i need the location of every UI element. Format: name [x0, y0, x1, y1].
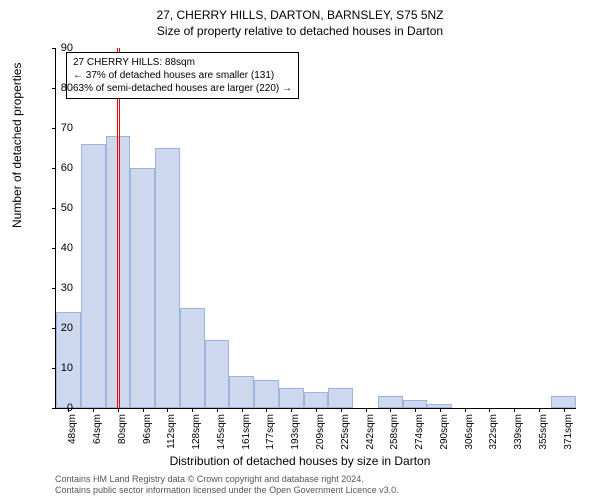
ytick-label: 20 [61, 322, 73, 334]
chart-title-sub: Size of property relative to detached ho… [0, 22, 600, 38]
xtick-mark [118, 408, 119, 412]
histogram-bar [403, 400, 428, 408]
histogram-bar [81, 144, 106, 408]
xtick-label: 145sqm [216, 414, 227, 454]
xtick-mark [564, 408, 565, 412]
xtick-mark [390, 408, 391, 412]
histogram-bar [180, 308, 205, 408]
annotation-line2: ← 37% of detached houses are smaller (13… [73, 69, 292, 82]
xtick-mark [465, 408, 466, 412]
ytick-label: 80 [61, 82, 73, 94]
ytick-label: 30 [61, 282, 73, 294]
ytick-label: 50 [61, 202, 73, 214]
xtick-mark [366, 408, 367, 412]
xtick-mark [341, 408, 342, 412]
xtick-label: 209sqm [315, 414, 326, 454]
property-marker-line [119, 48, 120, 408]
xtick-mark [316, 408, 317, 412]
ytick-label: 70 [61, 122, 73, 134]
annotation-line1: 27 CHERRY HILLS: 88sqm [73, 56, 292, 69]
xtick-label: 371sqm [563, 414, 574, 454]
xtick-mark [514, 408, 515, 412]
bars-group [56, 48, 576, 408]
xtick-label: 177sqm [265, 414, 276, 454]
xtick-label: 355sqm [538, 414, 549, 454]
chart-container: 27, CHERRY HILLS, DARTON, BARNSLEY, S75 … [0, 0, 600, 500]
ytick-mark [52, 408, 56, 409]
x-axis-label: Distribution of detached houses by size … [0, 454, 600, 468]
xtick-label: 322sqm [488, 414, 499, 454]
xtick-label: 112sqm [166, 414, 177, 454]
xtick-label: 258sqm [389, 414, 400, 454]
histogram-bar [106, 136, 131, 408]
histogram-bar [551, 396, 576, 408]
xtick-label: 339sqm [513, 414, 524, 454]
xtick-mark [266, 408, 267, 412]
xtick-label: 306sqm [464, 414, 475, 454]
ytick-label: 60 [61, 162, 73, 174]
ytick-mark [52, 128, 56, 129]
ytick-label: 0 [67, 402, 73, 414]
xtick-label: 225sqm [340, 414, 351, 454]
ytick-mark [52, 168, 56, 169]
xtick-mark [291, 408, 292, 412]
ytick-label: 40 [61, 242, 73, 254]
xtick-mark [217, 408, 218, 412]
xtick-mark [242, 408, 243, 412]
xtick-mark [192, 408, 193, 412]
ytick-mark [52, 88, 56, 89]
y-axis-label: Number of detached properties [10, 63, 24, 228]
xtick-mark [415, 408, 416, 412]
xtick-mark [143, 408, 144, 412]
histogram-bar [378, 396, 403, 408]
xtick-label: 161sqm [241, 414, 252, 454]
xtick-label: 274sqm [414, 414, 425, 454]
property-marker-line [117, 48, 118, 408]
histogram-bar [155, 148, 180, 408]
xtick-label: 96sqm [142, 414, 153, 454]
xtick-label: 64sqm [92, 414, 103, 454]
xtick-mark [489, 408, 490, 412]
ytick-mark [52, 208, 56, 209]
histogram-bar [254, 380, 279, 408]
footer-line2: Contains public sector information licen… [55, 485, 399, 496]
histogram-bar [328, 388, 353, 408]
xtick-label: 48sqm [67, 414, 78, 454]
histogram-bar [279, 388, 304, 408]
xtick-label: 290sqm [439, 414, 450, 454]
xtick-label: 193sqm [290, 414, 301, 454]
annotation-box: 27 CHERRY HILLS: 88sqm ← 37% of detached… [66, 52, 299, 99]
footer-attribution: Contains HM Land Registry data © Crown c… [55, 474, 399, 496]
ytick-mark [52, 248, 56, 249]
xtick-label: 80sqm [117, 414, 128, 454]
ytick-label: 10 [61, 362, 73, 374]
xtick-label: 128sqm [191, 414, 202, 454]
ytick-mark [52, 368, 56, 369]
histogram-bar [229, 376, 254, 408]
ytick-mark [52, 288, 56, 289]
ytick-label: 90 [61, 42, 73, 54]
annotation-line3: 63% of semi-detached houses are larger (… [73, 82, 292, 95]
xtick-mark [93, 408, 94, 412]
chart-title-main: 27, CHERRY HILLS, DARTON, BARNSLEY, S75 … [0, 0, 600, 22]
ytick-mark [52, 48, 56, 49]
footer-line1: Contains HM Land Registry data © Crown c… [55, 474, 399, 485]
ytick-mark [52, 328, 56, 329]
histogram-bar [205, 340, 230, 408]
xtick-mark [440, 408, 441, 412]
xtick-label: 242sqm [365, 414, 376, 454]
plot-area: 27 CHERRY HILLS: 88sqm ← 37% of detached… [55, 48, 576, 409]
histogram-bar [130, 168, 155, 408]
xtick-mark [167, 408, 168, 412]
histogram-bar [304, 392, 329, 408]
xtick-mark [539, 408, 540, 412]
